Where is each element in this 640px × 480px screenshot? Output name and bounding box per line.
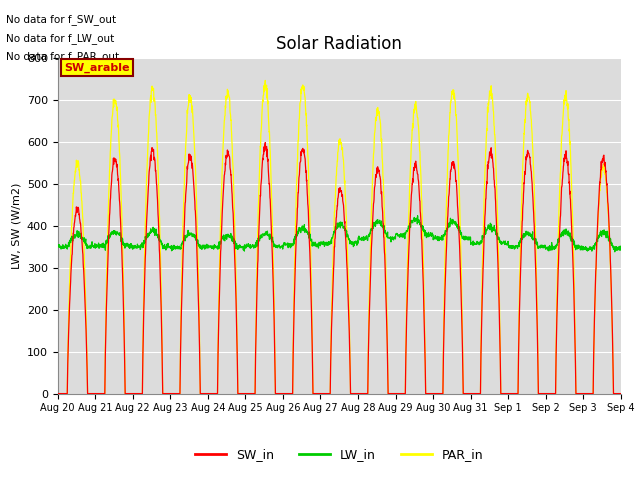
Text: No data for f_SW_out: No data for f_SW_out <box>6 14 116 25</box>
Text: SW_arable: SW_arable <box>64 62 129 72</box>
Legend: SW_in, LW_in, PAR_in: SW_in, LW_in, PAR_in <box>189 444 489 467</box>
Y-axis label: LW, SW (W/m2): LW, SW (W/m2) <box>11 182 21 269</box>
Title: Solar Radiation: Solar Radiation <box>276 35 402 53</box>
Text: No data for f_PAR_out: No data for f_PAR_out <box>6 51 120 62</box>
Text: No data for f_LW_out: No data for f_LW_out <box>6 33 115 44</box>
